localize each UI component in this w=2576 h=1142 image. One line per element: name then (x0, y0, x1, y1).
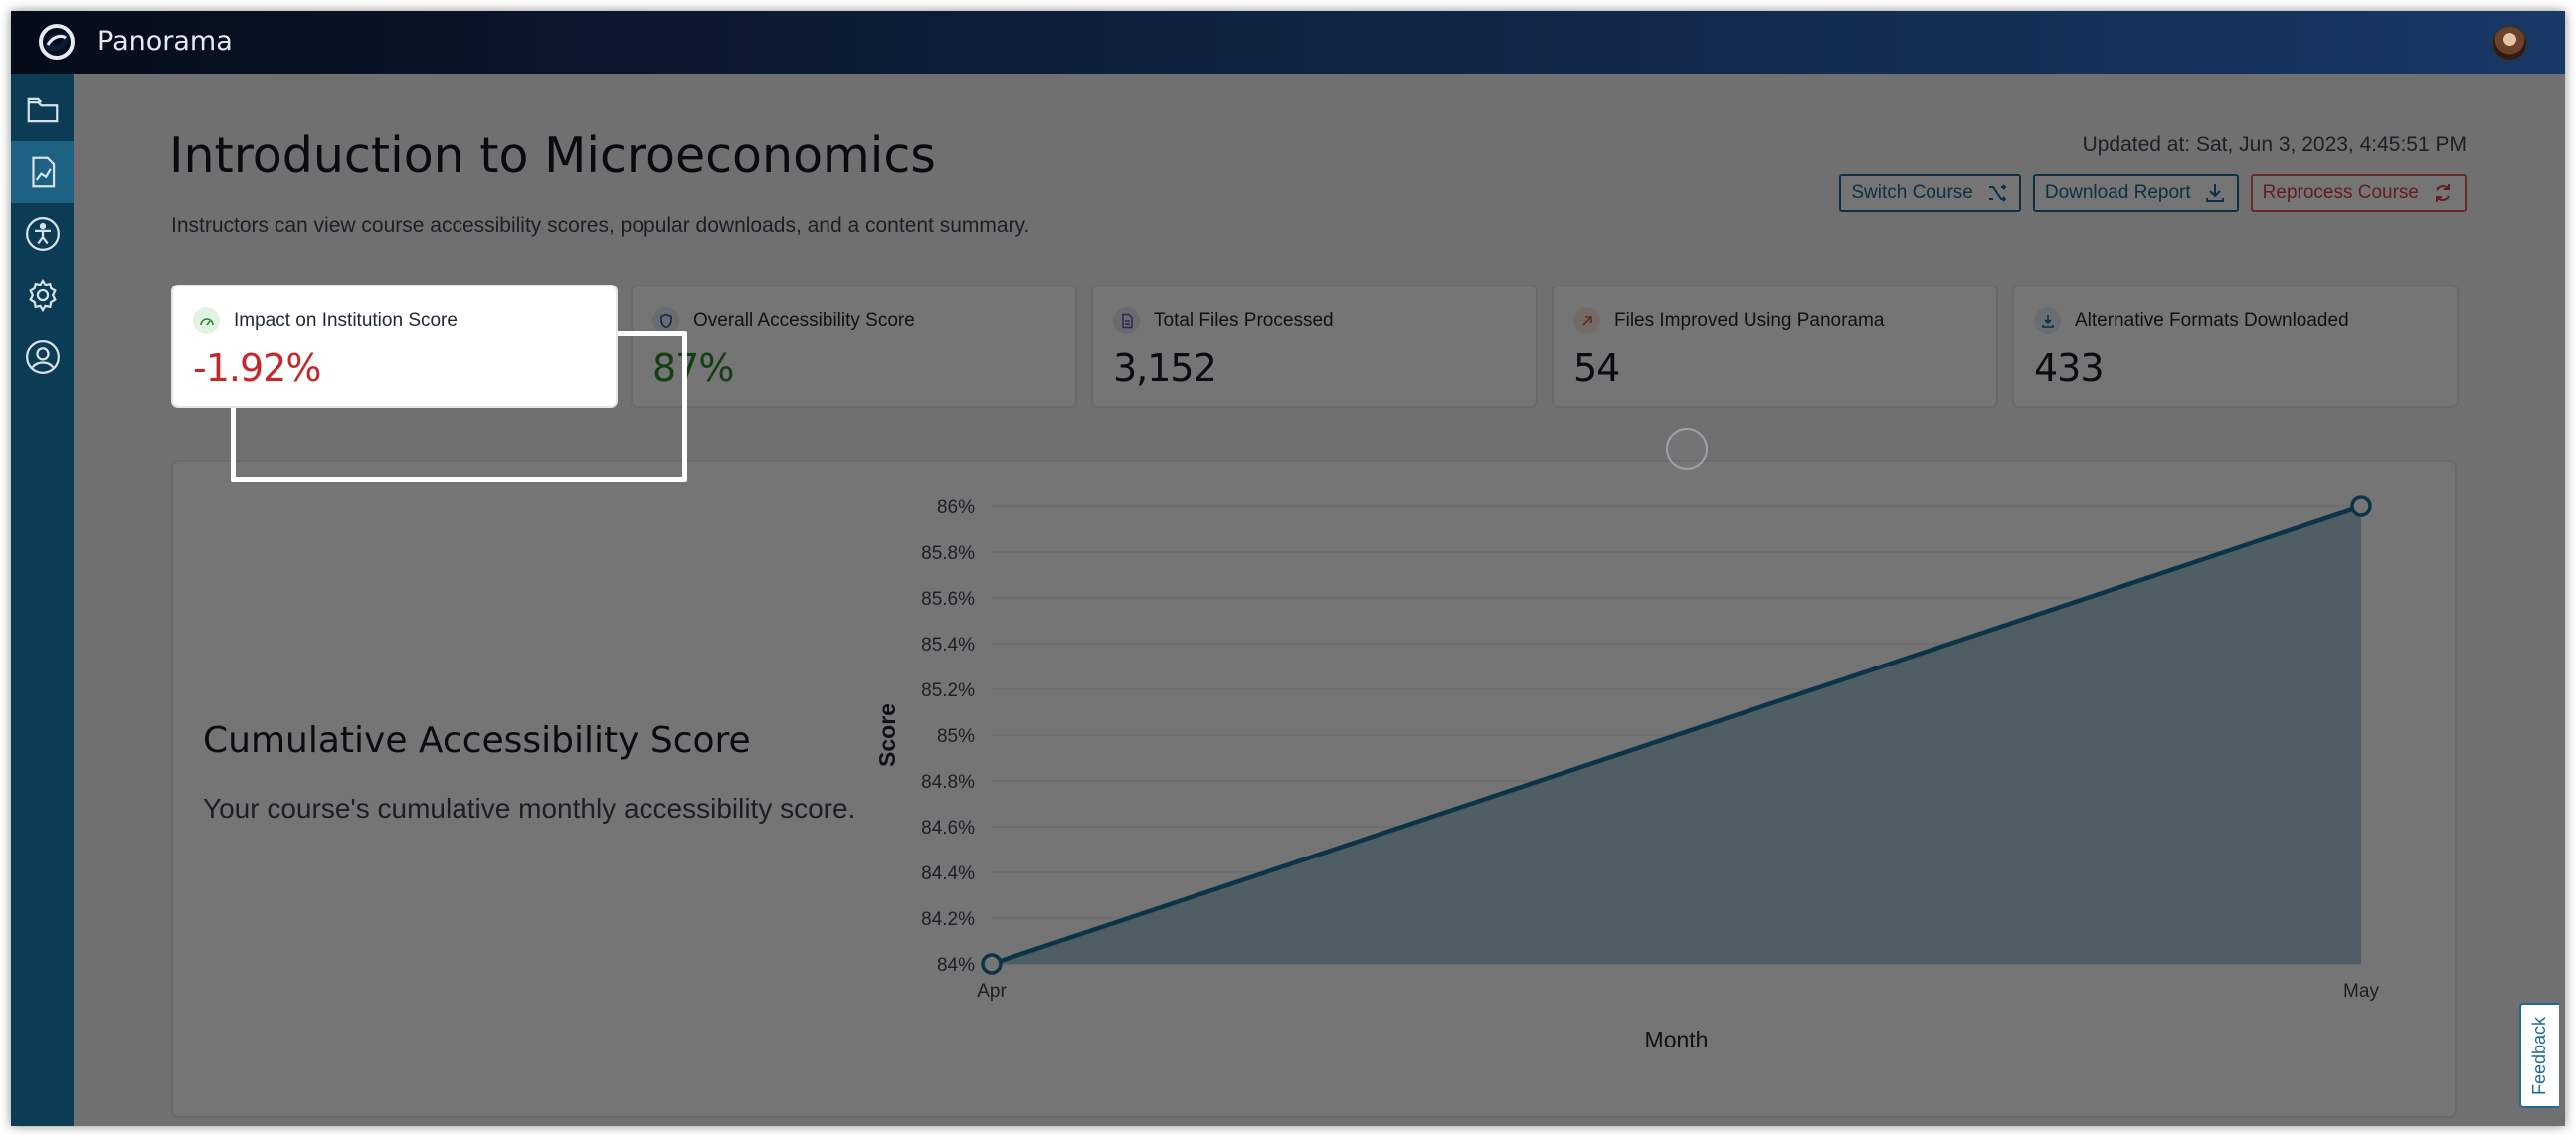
y-tick-label: 85.6% (921, 589, 975, 610)
app-title: Panorama (97, 26, 233, 57)
download-report-button[interactable]: Download Report (2032, 174, 2239, 212)
sidebar-item-settings[interactable] (11, 265, 74, 326)
y-tick-label: 84% (937, 955, 975, 976)
stat-value: 54 (1573, 346, 1620, 390)
reprocess-course-button[interactable]: Reprocess Course (2250, 174, 2467, 212)
data-point (2350, 495, 2372, 517)
x-axis-title: Month (1645, 1027, 1709, 1052)
main-content: Introduction to Microeconomics Instructo… (74, 74, 2565, 1126)
gauge-icon (193, 307, 220, 334)
switch-course-button[interactable]: Switch Course (1839, 174, 2021, 212)
stat-value: 3,152 (1113, 346, 1217, 390)
folder-icon (27, 97, 58, 123)
sidebar-item-account[interactable] (11, 326, 74, 388)
cumulative-score-panel: Cumulative Accessibility Score Your cour… (171, 460, 2457, 1118)
top-bar: Panorama (11, 11, 2565, 74)
shield-icon (652, 307, 679, 334)
feedback-label: Feedback (2529, 1016, 2550, 1095)
download-icon (2034, 307, 2061, 334)
updated-timestamp: Updated at: Sat, Jun 3, 2023, 4:45:51 PM (2082, 133, 2467, 156)
stat-label: Files Improved Using Panorama (1614, 310, 1885, 331)
y-tick-label: 84.8% (921, 772, 975, 793)
panorama-logo-icon[interactable] (33, 22, 81, 62)
stat-card-files-improved[interactable]: Files Improved Using Panorama 54 (1552, 285, 1998, 408)
y-tick-label: 84.2% (921, 909, 975, 930)
y-axis-title: Score (874, 703, 900, 767)
y-tick-label: 84.4% (921, 863, 975, 884)
cursor-indicator (1666, 428, 1708, 470)
shuffle-icon (1988, 184, 2007, 202)
switch-course-label: Switch Course (1851, 182, 1973, 203)
gear-icon (28, 278, 57, 313)
stat-value: 433 (2034, 346, 2105, 390)
x-tick-label: May (2343, 981, 2379, 1002)
feedback-button[interactable]: Feedback (2519, 1003, 2559, 1108)
stat-value: -1.92% (193, 346, 321, 390)
download-icon (2205, 184, 2224, 202)
accessibility-icon (25, 217, 60, 251)
y-tick-label: 86% (937, 497, 975, 518)
y-tick-label: 85.4% (921, 635, 975, 656)
x-tick-label: Apr (977, 981, 1007, 1002)
stat-card-alt-formats[interactable]: Alternative Formats Downloaded 433 (2012, 285, 2459, 408)
sidebar (11, 74, 74, 1126)
avatar[interactable] (2491, 25, 2528, 62)
page-title: Introduction to Microeconomics (169, 127, 936, 184)
data-point (981, 953, 1003, 975)
sidebar-item-folder[interactable] (11, 80, 74, 141)
y-tick-label: 85% (937, 726, 975, 747)
y-tick-label: 85.8% (921, 543, 975, 564)
document-icon (1113, 307, 1140, 334)
y-tick-label: 85.2% (921, 680, 975, 701)
download-report-label: Download Report (2044, 182, 2191, 203)
stat-label: Total Files Processed (1154, 310, 1334, 331)
sidebar-item-reports[interactable] (11, 141, 74, 203)
stat-card-total-files[interactable]: Total Files Processed 3,152 (1091, 285, 1538, 408)
reprocess-course-label: Reprocess Course (2262, 182, 2419, 203)
page-subtitle: Instructors can view course accessibilit… (171, 214, 1030, 237)
accessibility-score-chart: 84% 84.2% 84.4% 84.6% 84.8% 85% 85.2% 85.4% 85.6… (874, 495, 2379, 1052)
stat-label: Alternative Formats Downloaded (2075, 310, 2349, 331)
stats-row: Impact on Institution Score -1.92% Overa… (171, 285, 2459, 408)
user-circle-icon (25, 340, 60, 374)
stat-label: Impact on Institution Score (234, 310, 458, 331)
app-window: Panorama (11, 11, 2565, 1126)
refresh-icon (2436, 184, 2450, 202)
arrow-up-right-icon (1573, 307, 1600, 334)
action-buttons: Switch Course Download Report Reprocess … (1839, 174, 2467, 212)
sidebar-item-accessibility[interactable] (11, 203, 74, 265)
stat-card-overall-score[interactable]: Overall Accessibility Score 87% (631, 285, 1077, 408)
report-chart-icon (31, 156, 55, 188)
y-tick-label: 84.6% (921, 818, 975, 839)
stat-card-impact[interactable]: Impact on Institution Score -1.92% (171, 285, 618, 408)
stat-label: Overall Accessibility Score (693, 310, 915, 331)
